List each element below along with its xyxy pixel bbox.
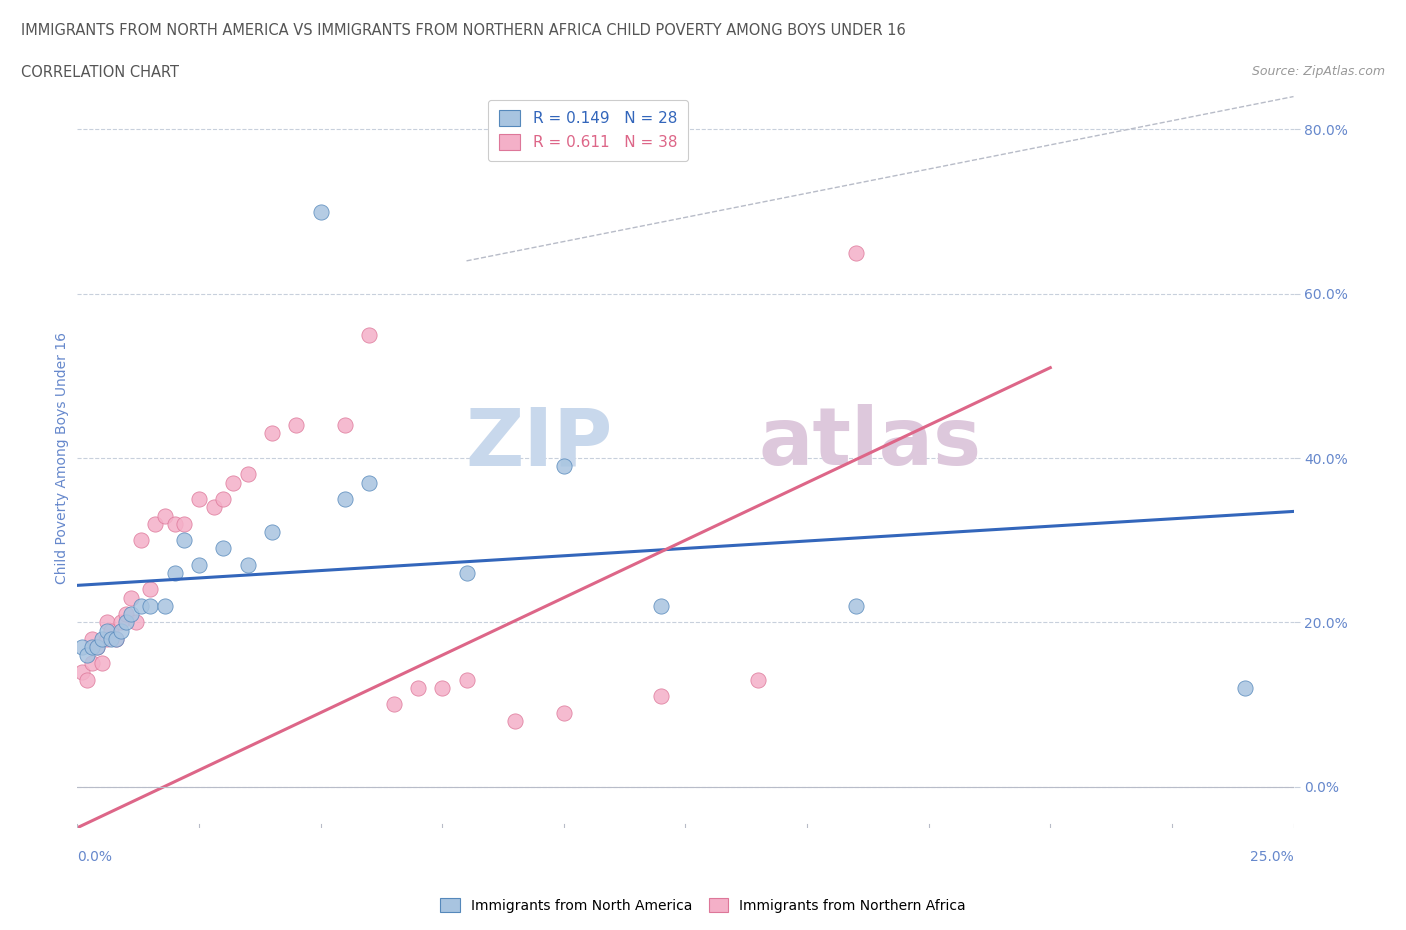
Point	[1233, 681, 1256, 696]
Point	[100, 623, 122, 638]
Point	[70, 640, 93, 655]
Point	[456, 565, 478, 580]
Point	[163, 516, 186, 531]
Point	[96, 631, 118, 646]
Point	[260, 525, 283, 539]
Point	[80, 656, 103, 671]
Point	[76, 647, 98, 662]
Point	[212, 541, 235, 556]
Text: IMMIGRANTS FROM NORTH AMERICA VS IMMIGRANTS FROM NORTHERN AFRICA CHILD POVERTY A: IMMIGRANTS FROM NORTH AMERICA VS IMMIGRA…	[21, 23, 905, 38]
Point	[173, 516, 195, 531]
Text: Source: ZipAtlas.com: Source: ZipAtlas.com	[1251, 65, 1385, 78]
Point	[90, 631, 112, 646]
Point	[309, 205, 332, 219]
Point	[553, 458, 575, 473]
Point	[129, 599, 152, 614]
Point	[845, 246, 868, 260]
Point	[110, 615, 132, 630]
Point	[120, 591, 142, 605]
Point	[503, 713, 526, 728]
Point	[115, 615, 138, 630]
Point	[845, 599, 868, 614]
Point	[202, 500, 225, 515]
Point	[333, 492, 356, 507]
Point	[153, 599, 176, 614]
Legend: R = 0.149   N = 28, R = 0.611   N = 38: R = 0.149 N = 28, R = 0.611 N = 38	[488, 100, 688, 161]
Point	[125, 615, 148, 630]
Point	[406, 681, 429, 696]
Point	[359, 327, 381, 342]
Point	[212, 492, 235, 507]
Point	[236, 557, 259, 572]
Point	[650, 689, 672, 704]
Legend: Immigrants from North America, Immigrants from Northern Africa: Immigrants from North America, Immigrant…	[434, 893, 972, 919]
Point	[173, 533, 195, 548]
Point	[100, 631, 122, 646]
Point	[456, 672, 478, 687]
Point	[139, 582, 162, 597]
Point	[70, 664, 93, 679]
Text: ZIP: ZIP	[465, 405, 613, 483]
Point	[86, 640, 108, 655]
Point	[382, 698, 405, 712]
Point	[333, 418, 356, 432]
Point	[139, 599, 162, 614]
Point	[143, 516, 166, 531]
Point	[153, 508, 176, 523]
Y-axis label: Child Poverty Among Boys Under 16: Child Poverty Among Boys Under 16	[55, 332, 69, 584]
Point	[105, 631, 128, 646]
Point	[260, 426, 283, 441]
Text: 0.0%: 0.0%	[77, 850, 112, 864]
Point	[96, 615, 118, 630]
Point	[80, 631, 103, 646]
Text: 25.0%: 25.0%	[1250, 850, 1294, 864]
Point	[163, 565, 186, 580]
Point	[747, 672, 769, 687]
Point	[80, 640, 103, 655]
Point	[222, 475, 245, 490]
Point	[105, 631, 128, 646]
Point	[76, 672, 98, 687]
Text: CORRELATION CHART: CORRELATION CHART	[21, 65, 179, 80]
Point	[553, 705, 575, 720]
Point	[188, 492, 211, 507]
Point	[115, 606, 138, 621]
Point	[432, 681, 454, 696]
Text: atlas: atlas	[758, 405, 981, 483]
Point	[236, 467, 259, 482]
Point	[650, 599, 672, 614]
Point	[86, 640, 108, 655]
Point	[188, 557, 211, 572]
Point	[285, 418, 308, 432]
Point	[110, 623, 132, 638]
Point	[96, 623, 118, 638]
Point	[359, 475, 381, 490]
Point	[129, 533, 152, 548]
Point	[120, 606, 142, 621]
Point	[90, 656, 112, 671]
